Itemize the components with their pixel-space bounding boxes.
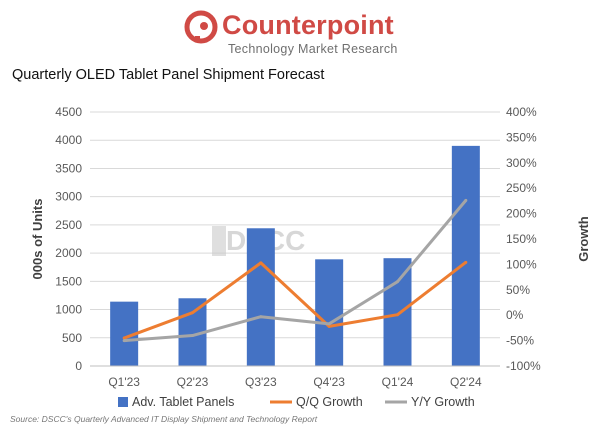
x-tick-label: Q1'23 <box>108 375 140 389</box>
y-tick-label: 0 <box>75 359 82 373</box>
line-point <box>122 336 126 340</box>
y2-tick-label: 200% <box>506 207 537 221</box>
watermark-mark <box>212 226 226 256</box>
brand-name: Counterpoint <box>222 10 394 40</box>
y2-tick-label: 350% <box>506 130 537 144</box>
y-tick-label: 500 <box>62 331 82 345</box>
line-point <box>464 198 468 202</box>
counterpoint-logo-icon <box>184 10 218 44</box>
line-point <box>327 324 331 328</box>
y2-axis-title: Growth <box>576 216 591 262</box>
y-tick-label: 3000 <box>55 190 82 204</box>
y2-tick-label: 400% <box>506 105 537 119</box>
y-tick-label: 3500 <box>55 161 82 175</box>
bar-4 <box>315 259 344 366</box>
x-tick-label: Q3'23 <box>245 375 277 389</box>
y-tick-label: 4500 <box>55 105 82 119</box>
legend-label: Y/Y Growth <box>411 395 475 409</box>
line-point <box>122 339 126 343</box>
line-point <box>259 315 263 319</box>
y2-tick-label: 250% <box>506 181 537 195</box>
y-axis-title: 000s of Units <box>30 199 45 280</box>
brand-tagline: Technology Market Research <box>228 42 398 56</box>
x-tick-label: Q4'23 <box>313 375 345 389</box>
x-tick-label: Q1'24 <box>382 375 414 389</box>
brand-logo: Counterpoint Technology Market Research <box>0 8 600 58</box>
y-tick-label: 1500 <box>55 274 82 288</box>
bar-6 <box>451 145 480 366</box>
line-point <box>259 261 263 265</box>
source-note: Source: DSCC's Quarterly Advanced IT Dis… <box>10 414 318 424</box>
y2-tick-label: 150% <box>506 232 537 246</box>
line-point <box>327 322 331 326</box>
y-tick-label: 2500 <box>55 218 82 232</box>
y2-tick-label: 0% <box>506 308 524 322</box>
legend-swatch <box>118 397 128 407</box>
line-point <box>191 311 194 315</box>
y-tick-label: 4000 <box>55 133 82 147</box>
line-point <box>464 260 468 264</box>
x-tick-label: Q2'24 <box>450 375 482 389</box>
line-point <box>396 280 399 284</box>
y2-tick-label: 300% <box>506 156 537 170</box>
series-line-2 <box>124 199 467 343</box>
bar-5 <box>383 258 412 366</box>
y2-tick-label: -50% <box>506 334 534 348</box>
x-tick-label: Q2'23 <box>177 375 209 389</box>
legend-label: Q/Q Growth <box>296 395 363 409</box>
line-point <box>191 334 194 338</box>
y-tick-label: 2000 <box>55 246 82 260</box>
chart-title: Quarterly OLED Tablet Panel Shipment For… <box>12 67 325 83</box>
line-point <box>396 313 399 317</box>
y2-tick-label: 50% <box>506 283 530 297</box>
series-line-1 <box>123 261 467 340</box>
y2-tick-label: 100% <box>506 257 537 271</box>
bar-3 <box>246 228 275 366</box>
y-tick-label: 1000 <box>55 303 82 317</box>
legend-label: Adv. Tablet Panels <box>132 395 234 409</box>
y2-tick-label: -100% <box>506 359 541 373</box>
